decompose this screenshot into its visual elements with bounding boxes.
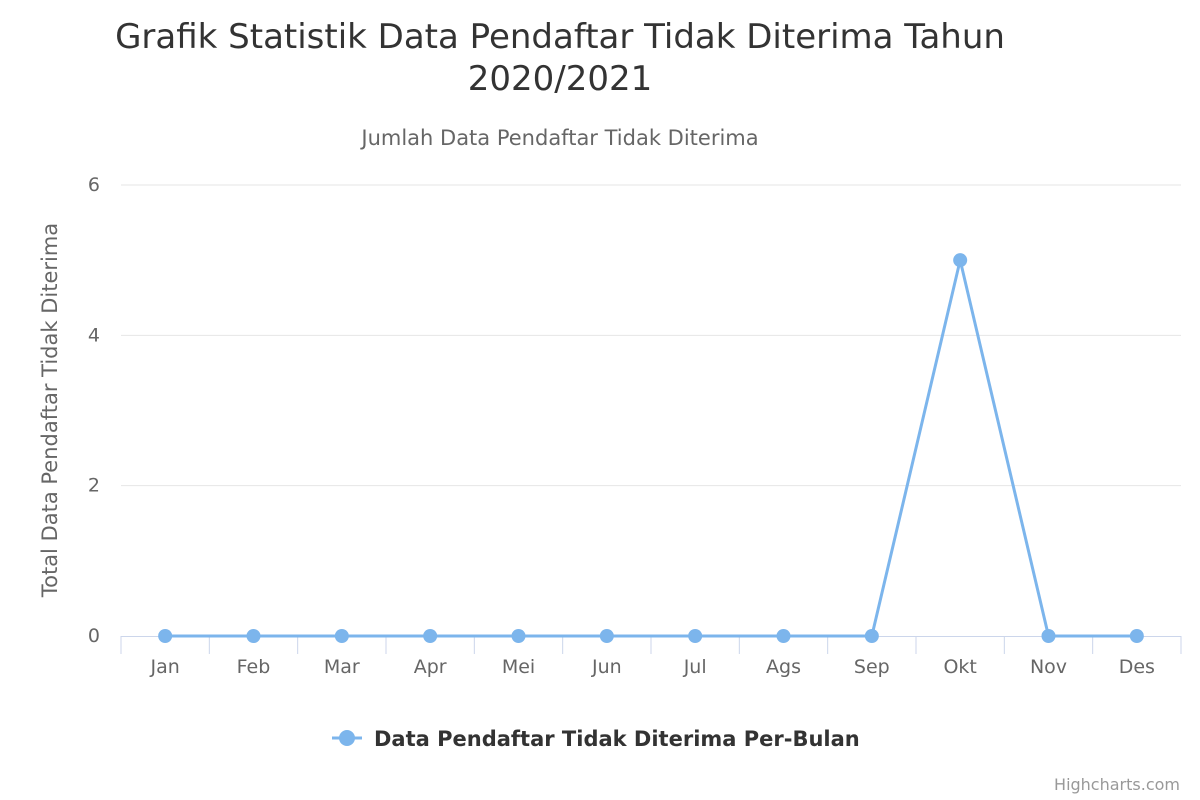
credits-link[interactable]: Highcharts.com	[1054, 775, 1180, 794]
chart-subtitle: Jumlah Data Pendaftar Tidak Diterima	[359, 126, 758, 150]
x-axis: Jan Feb Mar Apr Mei Jun Jul Ags Sep Okt Nov Des	[120, 636, 1182, 678]
x-tick-label: Okt	[943, 656, 976, 678]
y-tick-label: 0	[88, 625, 100, 647]
x-tick-label: Feb	[237, 656, 271, 678]
legend-symbol-marker	[339, 730, 355, 746]
x-tick-label: Mei	[502, 656, 535, 678]
data-point-sep[interactable]	[864, 629, 879, 643]
chart-title-line-2: 2020/2021	[468, 59, 653, 99]
y-tick-label: 6	[88, 174, 100, 196]
data-point-des[interactable]	[1129, 629, 1144, 643]
grid-lines	[121, 184, 1181, 487]
data-point-nov[interactable]	[1041, 629, 1056, 643]
data-point-jun[interactable]	[599, 629, 614, 643]
x-tick-label: Des	[1119, 656, 1155, 678]
y-axis-title: Total Data Pendaftar Tidak Diterima	[38, 223, 62, 598]
data-point-jul[interactable]	[688, 629, 703, 643]
y-tick-label: 2	[88, 475, 100, 497]
x-tick-label: Jul	[683, 656, 707, 678]
x-tick-label: Apr	[414, 656, 447, 678]
data-point-mei[interactable]	[511, 629, 526, 643]
chart-title: Grafik Statistik Data Pendaftar Tidak Di…	[115, 17, 1005, 99]
legend[interactable]: Data Pendaftar Tidak Diterima Per-Bulan	[332, 727, 860, 751]
y-axis-ticks: 0 2 4 6	[88, 174, 100, 647]
legend-item-label[interactable]: Data Pendaftar Tidak Diterima Per-Bulan	[374, 727, 860, 751]
data-point-apr[interactable]	[423, 629, 438, 643]
data-point-okt[interactable]	[953, 253, 968, 268]
data-point-ags[interactable]	[776, 629, 791, 643]
series-line[interactable]	[163, 258, 1139, 638]
x-tick-label: Jan	[150, 656, 180, 678]
x-tick-label: Sep	[854, 656, 890, 678]
x-tick-label: Ags	[766, 656, 801, 678]
series-line-group[interactable]	[158, 253, 1144, 643]
x-tick-label: Nov	[1030, 656, 1067, 678]
x-tick-label: Jun	[591, 656, 622, 678]
data-point-jan[interactable]	[158, 629, 173, 643]
data-point-feb[interactable]	[246, 629, 261, 643]
chart-title-line-1: Grafik Statistik Data Pendaftar Tidak Di…	[115, 17, 1005, 57]
data-point-mar[interactable]	[334, 629, 349, 643]
y-tick-label: 4	[88, 324, 100, 346]
x-tick-label: Mar	[324, 656, 360, 678]
